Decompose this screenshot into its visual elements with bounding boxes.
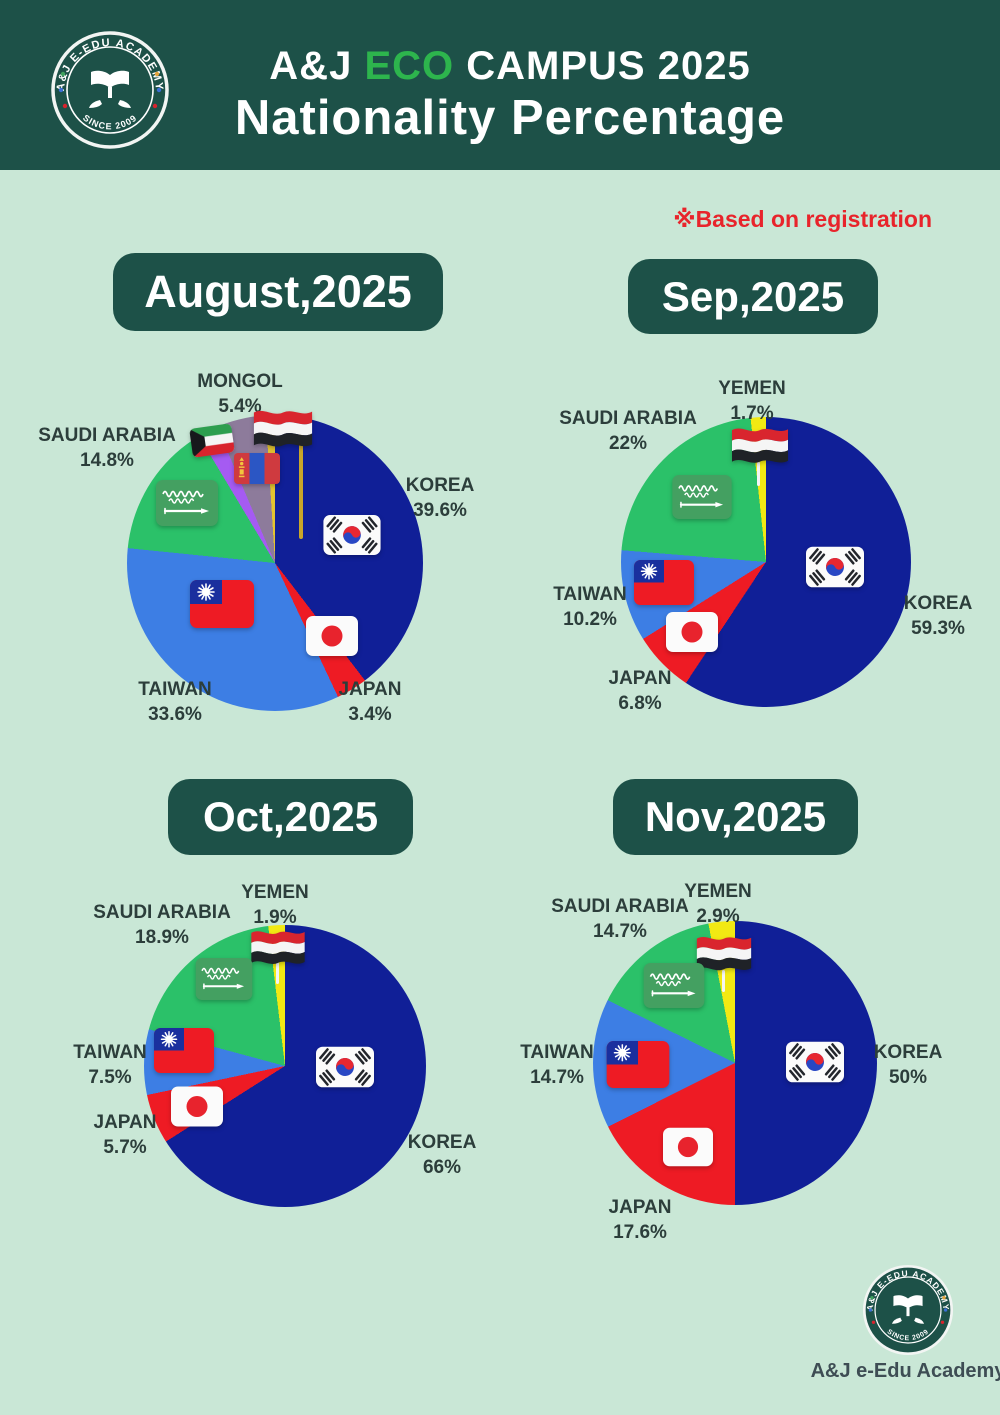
label-september-saudi-arabia: SAUDI ARABIA 22%	[559, 408, 697, 454]
registration-note: ※Based on registration	[673, 206, 932, 232]
label-october-yemen: YEMEN 1.9%	[241, 882, 309, 928]
month-pill-september: Sep,2025	[628, 259, 878, 334]
label-october-korea: KOREA 66%	[407, 1132, 477, 1178]
japan-flag-icon	[171, 1086, 223, 1127]
header-titles: A&J ECO CAMPUS 2025 Nationality Percenta…	[60, 44, 960, 146]
month-pill-august: August,2025	[113, 253, 443, 331]
label-september-japan: JAPAN 6.8%	[608, 668, 672, 714]
label-november-korea: KOREA 50%	[873, 1042, 943, 1088]
south-korea-flag-icon	[806, 546, 864, 588]
label-august-mongol: MONGOL 5.4%	[197, 371, 283, 417]
label-september-taiwan: TAIWAN 10.2%	[553, 584, 627, 630]
south-korea-flag-icon	[316, 1046, 374, 1088]
label-august-korea: KOREA 39.6%	[405, 475, 475, 521]
label-october-japan: JAPAN 5.7%	[93, 1112, 157, 1158]
footer-brand: A&J e-Edu Academy	[810, 1360, 1000, 1382]
mongolia-flag-icon	[234, 453, 280, 484]
label-november-yemen: YEMEN 2.9%	[684, 881, 752, 927]
flag-pole	[757, 462, 760, 486]
taiwan-flag-icon	[190, 580, 254, 628]
saudi-arabia-flag-icon	[193, 958, 255, 1000]
label-november-saudi-arabia: SAUDI ARABIA 14.7%	[551, 896, 689, 942]
saudi-arabia-flag-icon	[671, 475, 733, 519]
label-august-japan: JAPAN 3.4%	[338, 679, 402, 725]
saudi-arabia-flag-icon	[156, 480, 218, 526]
taiwan-flag-icon	[606, 1041, 670, 1088]
flag-pole	[276, 962, 279, 984]
yemen-flag-icon	[731, 424, 789, 466]
japan-flag-icon	[663, 1126, 713, 1168]
south-korea-flag-icon	[323, 515, 381, 555]
academy-logo-footer	[862, 1264, 954, 1356]
title-part2: CAMPUS 2025	[466, 44, 751, 88]
flag-pole	[299, 424, 303, 539]
label-october-saudi-arabia: SAUDI ARABIA 18.9%	[93, 902, 231, 948]
saudi-arabia-flag-icon	[643, 963, 705, 1008]
month-pill-november: Nov,2025	[613, 779, 858, 855]
japan-flag-icon	[666, 611, 718, 653]
yemen-flag-icon	[253, 406, 313, 450]
flag-pole	[722, 970, 725, 992]
page-subtitle: Nationality Percentage	[234, 91, 786, 145]
label-september-korea: KOREA 59.3%	[903, 593, 973, 639]
month-pill-october: Oct,2025	[168, 779, 413, 855]
title-part1: A&J	[269, 44, 353, 88]
label-november-japan: JAPAN 17.6%	[608, 1197, 672, 1243]
japan-flag-icon	[306, 616, 358, 656]
taiwan-flag-icon	[153, 1028, 215, 1073]
south-korea-flag-icon	[786, 1041, 844, 1083]
label-november-taiwan: TAIWAN 14.7%	[520, 1042, 594, 1088]
title-eco: ECO	[364, 44, 455, 88]
taiwan-flag-icon	[633, 560, 695, 605]
label-october-taiwan: TAIWAN 7.5%	[73, 1042, 147, 1088]
label-august-taiwan: TAIWAN 33.6%	[138, 679, 212, 725]
label-september-yemen: YEMEN 1.7%	[718, 378, 786, 424]
label-august-saudi-arabia: SAUDI ARABIA 14.8%	[38, 425, 176, 471]
kuwait-flag-icon	[189, 423, 235, 458]
page-title: A&J ECO CAMPUS 2025	[60, 44, 960, 88]
yemen-flag-icon	[250, 927, 306, 967]
header-band: A&J ECO CAMPUS 2025 Nationality Percenta…	[0, 0, 1000, 170]
